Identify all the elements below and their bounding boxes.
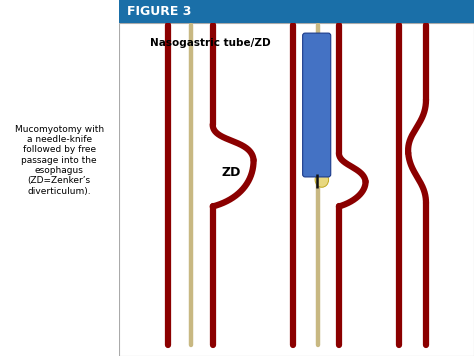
FancyBboxPatch shape xyxy=(302,33,331,177)
Text: ZD: ZD xyxy=(222,166,241,179)
Text: Nasogastric tube/ZD: Nasogastric tube/ZD xyxy=(151,38,271,48)
Bar xyxy=(118,0,474,23)
Ellipse shape xyxy=(315,172,328,187)
Text: FIGURE 3: FIGURE 3 xyxy=(128,5,192,18)
Text: Mucomyotomy with
a needle-knife
followed by free
passage into the
esophagus
(ZD=: Mucomyotomy with a needle-knife followed… xyxy=(15,125,104,196)
